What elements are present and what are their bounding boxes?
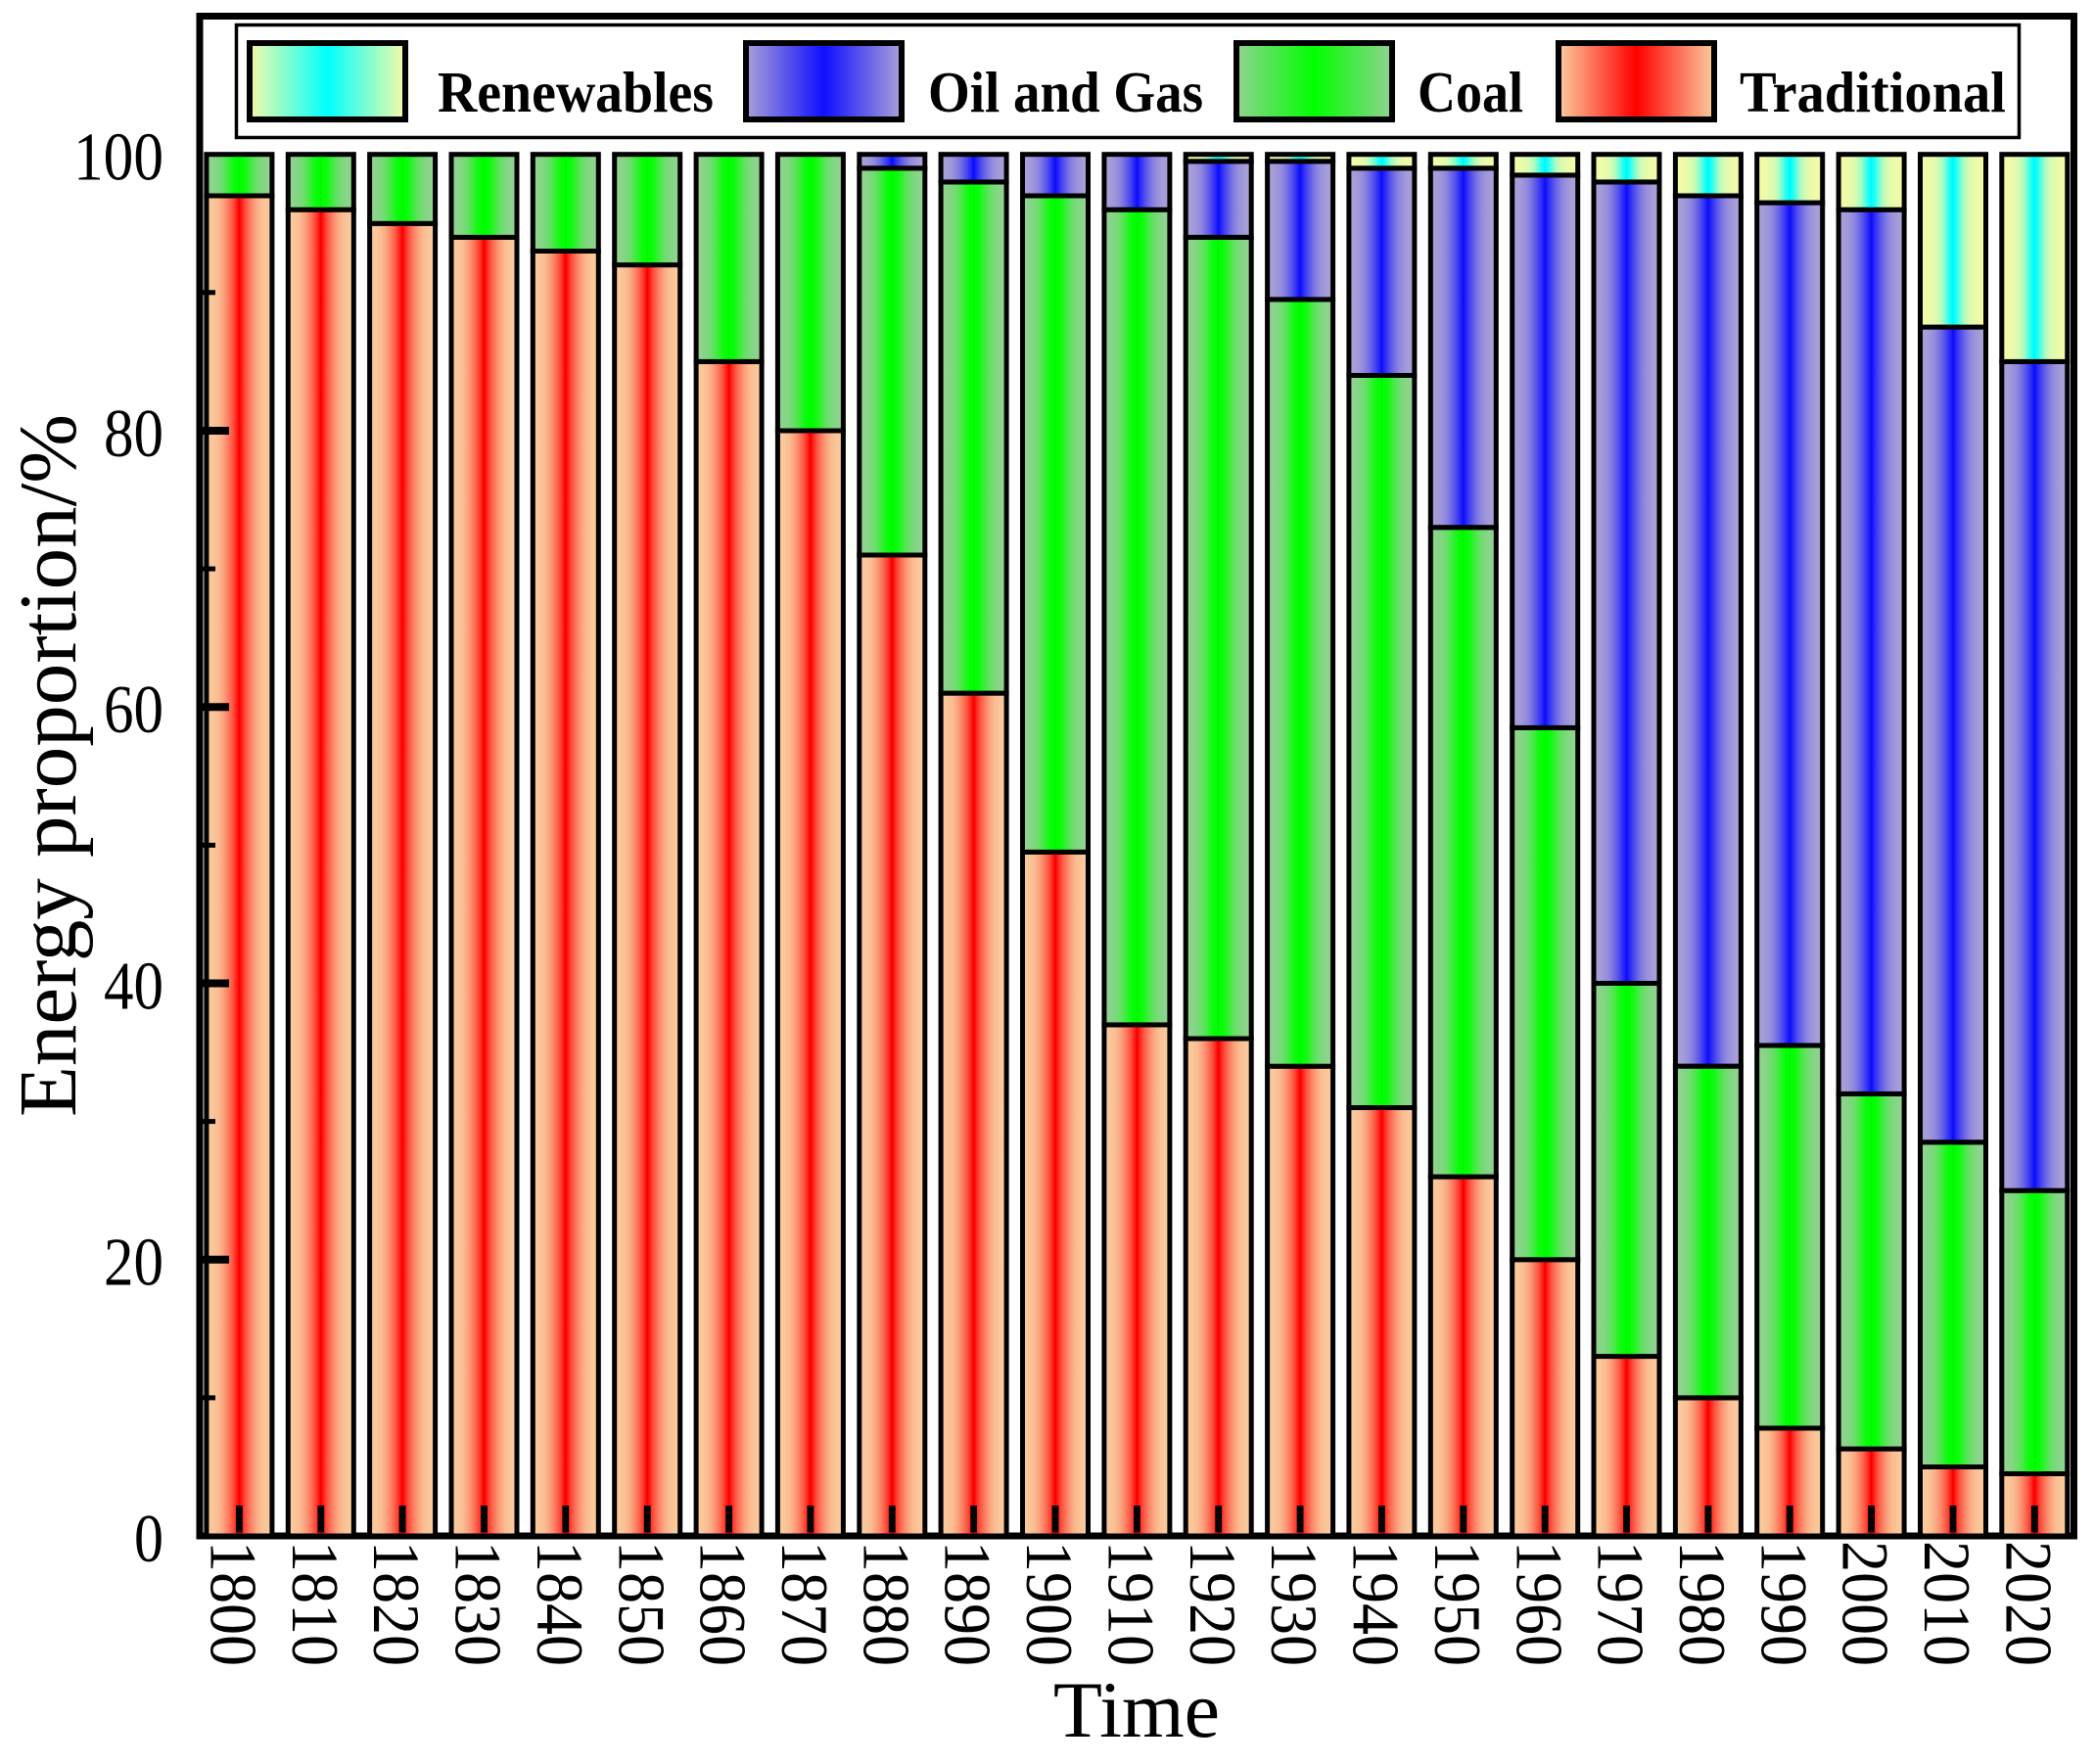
svg-text:1990: 1990 [1746, 1541, 1821, 1666]
svg-text:1810: 1810 [278, 1541, 352, 1666]
svg-text:100: 100 [73, 120, 163, 196]
svg-text:1880: 1880 [849, 1541, 923, 1666]
svg-text:1910: 1910 [1094, 1541, 1169, 1666]
svg-text:2000: 2000 [1829, 1541, 1903, 1666]
svg-text:1860: 1860 [686, 1541, 761, 1666]
svg-text:1980: 1980 [1665, 1541, 1740, 1666]
svg-text:1920: 1920 [1176, 1541, 1250, 1666]
svg-text:1940: 1940 [1339, 1541, 1414, 1666]
svg-text:60: 60 [104, 673, 163, 748]
svg-text:Renewables: Renewables [438, 60, 714, 124]
svg-text:20: 20 [104, 1226, 163, 1301]
svg-text:1800: 1800 [197, 1541, 271, 1666]
svg-text:Time: Time [1053, 1665, 1220, 1754]
svg-text:80: 80 [104, 396, 163, 472]
svg-text:2020: 2020 [1991, 1541, 2066, 1666]
svg-text:40: 40 [104, 950, 163, 1025]
svg-text:1970: 1970 [1584, 1541, 1658, 1666]
svg-text:1850: 1850 [604, 1541, 678, 1666]
svg-text:1830: 1830 [442, 1541, 516, 1666]
svg-text:1900: 1900 [1012, 1541, 1087, 1666]
svg-text:1960: 1960 [1502, 1541, 1576, 1666]
svg-text:Energy proportion/%: Energy proportion/% [3, 414, 94, 1117]
svg-text:1840: 1840 [523, 1541, 597, 1666]
svg-text:Oil and Gas: Oil and Gas [928, 60, 1203, 124]
svg-text:Traditional: Traditional [1740, 60, 2006, 124]
svg-text:1820: 1820 [359, 1541, 434, 1666]
svg-text:0: 0 [134, 1502, 163, 1577]
svg-text:1890: 1890 [931, 1541, 1005, 1666]
svg-text:Coal: Coal [1418, 60, 1523, 124]
svg-text:1870: 1870 [768, 1541, 842, 1666]
svg-text:1950: 1950 [1420, 1541, 1495, 1666]
svg-text:1930: 1930 [1257, 1541, 1331, 1666]
svg-text:2010: 2010 [1910, 1541, 1984, 1666]
